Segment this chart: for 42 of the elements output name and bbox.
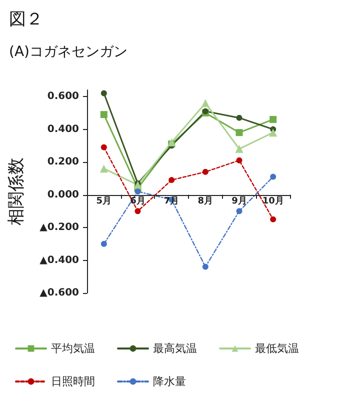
point [134, 188, 141, 194]
point [134, 180, 142, 189]
legend-label: 最低気温 [255, 342, 299, 355]
point [100, 90, 107, 96]
legend-label: 最高気温 [153, 342, 197, 355]
x-tick-label: 9月 [232, 195, 247, 206]
chart-subtitle: (A)コガネセンガン [9, 44, 128, 60]
y-tick-label: ▲0.600 [40, 288, 80, 298]
x-tick-label: 6月 [130, 195, 146, 206]
point [236, 157, 242, 164]
point [100, 164, 108, 173]
x-tick-label: 5月 [96, 195, 112, 206]
y-tick-label: ▲0.200 [40, 222, 80, 234]
point [270, 174, 276, 180]
point [168, 177, 175, 184]
y-axis-title: 相関係数 [6, 158, 26, 226]
point [100, 240, 107, 247]
point [100, 144, 107, 150]
point [168, 138, 176, 146]
y-tick-label: 0.000 [47, 189, 80, 200]
legend-label: 平均気温 [51, 342, 95, 355]
x-tick-label: 8月 [198, 195, 214, 206]
point [236, 208, 242, 214]
point [235, 144, 244, 153]
point [201, 99, 210, 108]
point [134, 208, 141, 214]
legend-label: 日照時間 [51, 375, 95, 388]
point [100, 111, 108, 118]
chart-title: 図２ [9, 10, 43, 30]
point [270, 216, 276, 222]
x-tick-label: 10月 [262, 195, 284, 206]
point [236, 114, 242, 121]
y-tick-label: 0.200 [47, 156, 80, 168]
point [269, 128, 278, 137]
point [202, 264, 208, 270]
y-tick-label: 0.400 [47, 124, 80, 135]
y-tick-label: ▲0.400 [40, 254, 80, 266]
point [202, 168, 208, 175]
y-tick-label: 0.600 [47, 91, 80, 102]
legend-label: 降水量 [153, 375, 186, 388]
point [270, 116, 277, 123]
point [236, 129, 243, 136]
